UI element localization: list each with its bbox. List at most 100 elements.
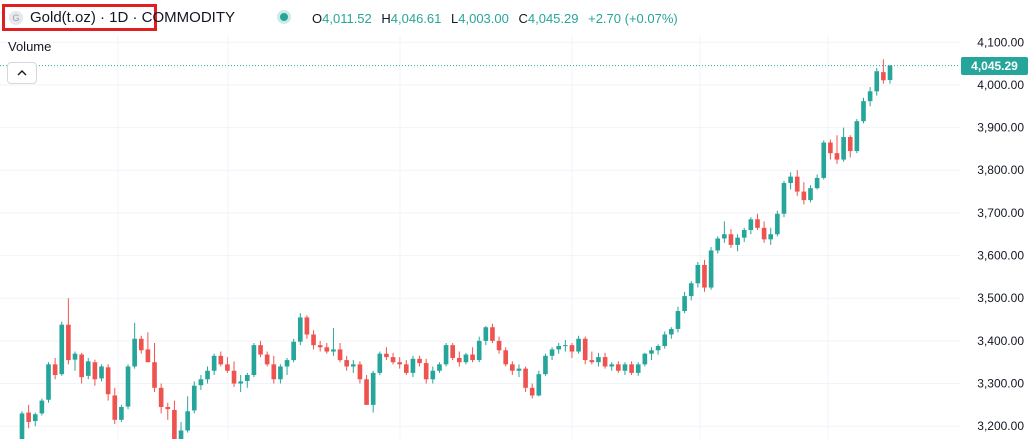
candle-body	[715, 238, 721, 251]
price-axis-tick-label: 4,000.00	[977, 78, 1024, 92]
candle-body	[814, 177, 820, 189]
candle	[350, 360, 356, 373]
price-axis[interactable]: 3,200.00 3,300.00 3,400.00 3,500.00 3,600.00…	[977, 35, 1024, 433]
candle	[741, 227, 747, 242]
chart-legend-header: G Gold(t.oz) · 1D · COMMODITY O4,011.52 …	[0, 0, 960, 36]
candle-body	[264, 354, 270, 365]
candle	[271, 355, 277, 384]
candle-body	[39, 400, 45, 414]
candle-body	[801, 191, 807, 201]
candle	[52, 357, 58, 380]
candle-body	[284, 360, 290, 367]
candle-body	[602, 357, 608, 367]
candle	[775, 210, 780, 237]
candle-body	[722, 234, 727, 239]
candle	[198, 375, 204, 390]
candle-body	[26, 412, 31, 422]
candle-body	[370, 372, 376, 405]
candle	[231, 361, 237, 387]
candle-body	[364, 379, 369, 405]
candle	[867, 87, 873, 107]
candle-body	[178, 430, 184, 439]
candle	[516, 364, 522, 378]
candle	[861, 97, 866, 124]
candle	[563, 340, 568, 352]
market-status-icon[interactable]	[280, 13, 288, 21]
candle-body	[596, 357, 601, 363]
candle	[801, 182, 807, 205]
candle	[722, 221, 727, 243]
candle	[781, 180, 787, 218]
candle	[510, 361, 515, 376]
candle-body	[669, 328, 674, 335]
candle-body	[46, 364, 51, 400]
candle-body	[476, 340, 482, 361]
candle-body	[794, 176, 800, 192]
candle-body	[331, 349, 336, 352]
candle	[297, 313, 303, 346]
candle-body	[768, 234, 774, 240]
candle	[596, 352, 601, 367]
candle-body	[510, 364, 515, 371]
candle	[403, 360, 409, 376]
candle	[244, 372, 250, 388]
candle-body	[867, 91, 873, 102]
candle	[688, 281, 694, 301]
candle	[304, 315, 310, 339]
candle	[483, 325, 489, 346]
candle	[529, 383, 535, 399]
candle-body	[662, 334, 668, 347]
candle-body	[854, 121, 860, 152]
candle	[616, 361, 621, 373]
candle	[291, 338, 296, 363]
high-label: H	[381, 11, 391, 26]
candle	[556, 343, 562, 354]
candle	[443, 343, 449, 367]
candle-body	[410, 358, 416, 373]
candle	[417, 355, 422, 367]
candle-body	[324, 347, 330, 352]
volume-indicator-label[interactable]: Volume	[8, 39, 52, 54]
candle	[576, 335, 581, 354]
candle	[755, 213, 760, 230]
last-price-label: 4,045.29	[961, 56, 1028, 75]
candle	[642, 352, 648, 367]
candle-body	[185, 411, 190, 431]
candle-body	[403, 364, 409, 373]
candle	[324, 343, 330, 354]
collapse-pane-button[interactable]	[7, 62, 37, 84]
candle	[165, 402, 171, 420]
candle-body	[788, 176, 793, 184]
symbol-title[interactable]: Gold(t.oz) · 1D · COMMODITY	[30, 9, 236, 26]
open-value: 4,011.52	[322, 11, 372, 26]
candle-body	[874, 71, 880, 92]
candle-body	[503, 350, 509, 365]
candle-body	[92, 362, 98, 380]
candle	[32, 412, 38, 427]
candle	[589, 351, 595, 365]
candle-body	[589, 360, 595, 363]
candle	[211, 353, 217, 376]
price-axis-tick-label: 3,700.00	[977, 206, 1024, 220]
candle-body	[655, 346, 661, 351]
candle	[105, 364, 111, 401]
candle	[364, 375, 369, 405]
change-value: +2.70 (+0.07%)	[588, 11, 678, 26]
candle	[19, 411, 25, 439]
candle-body	[516, 368, 522, 371]
candle-body	[828, 142, 833, 154]
candle-body	[755, 219, 760, 228]
candle	[828, 139, 833, 160]
candle-body	[642, 353, 648, 365]
candle	[430, 366, 436, 384]
candle-body	[616, 364, 621, 371]
candle-body	[490, 327, 495, 341]
candle-body	[125, 366, 131, 407]
candle	[536, 370, 542, 397]
candle	[390, 352, 396, 365]
candle	[26, 404, 31, 429]
candle-body	[32, 414, 38, 422]
candle-body	[238, 381, 243, 384]
candle	[423, 358, 429, 384]
